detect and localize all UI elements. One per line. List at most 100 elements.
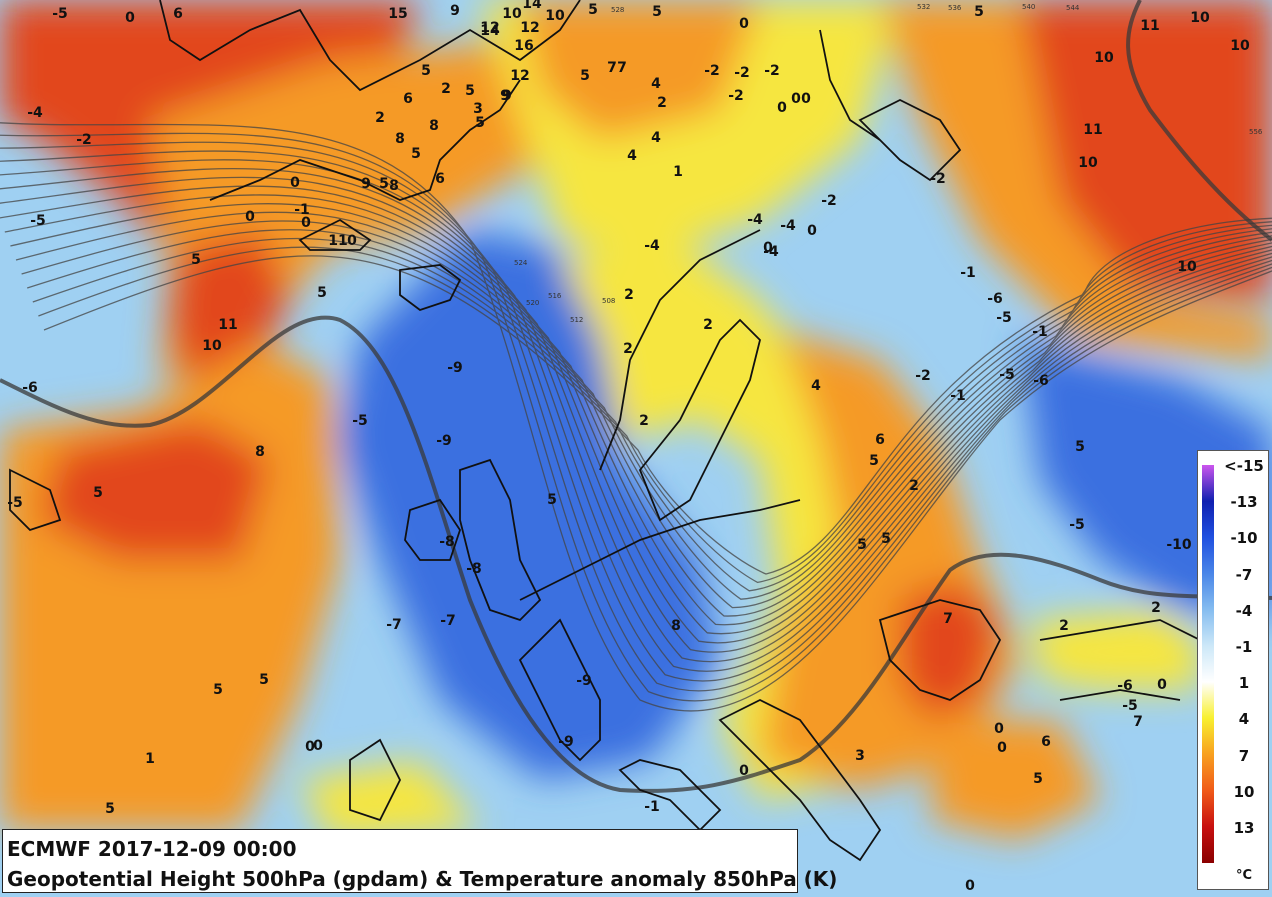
caption-subtitle: Geopotential Height 500hPa (gpdam) & Tem… [7, 867, 838, 891]
map-value-label: -1 [950, 388, 966, 404]
map-value-label: 6 [875, 432, 885, 448]
map-value-label: 5 [881, 531, 891, 547]
height-value-label: 556 [1249, 128, 1263, 136]
map-value-label: -2 [915, 368, 931, 384]
coastline [718, 698, 882, 862]
height-value-label: 512 [570, 316, 583, 324]
coastline [298, 218, 372, 251]
map-value-label: 4 [627, 148, 637, 164]
coastline [819, 29, 881, 141]
map-value-label: 8 [429, 118, 439, 134]
coastline [209, 79, 521, 201]
map-value-label: -4 [763, 244, 779, 260]
anomaly-region [1030, 610, 1200, 690]
map-value-label: -5 [1069, 517, 1085, 533]
map-value-label: 5 [652, 4, 662, 20]
map-value-label: 5 [421, 63, 431, 79]
map-value-label: 0 [739, 16, 749, 32]
height-contour [15, 211, 1272, 617]
height-contour [10, 202, 1272, 626]
map-value-label: 5 [213, 682, 223, 698]
height-contour [4, 194, 1272, 635]
map-value-label: 5 [411, 146, 421, 162]
map-value-label: -4 [747, 212, 763, 228]
map-value-label: 0 [313, 738, 323, 754]
map-value-label: 6 [173, 6, 183, 22]
map-value-label: 10 [1230, 38, 1250, 54]
map-value-label: 2 [703, 317, 713, 333]
height-contour [21, 220, 1272, 609]
coastline [858, 98, 962, 182]
map-value-label: 0 [965, 878, 975, 894]
map-value-label: 12 [520, 20, 539, 36]
coastline [878, 599, 1002, 701]
legend-tick-label: -10 [1230, 529, 1258, 548]
map-value-label: 5 [93, 485, 103, 501]
map-value-label: 2 [375, 110, 385, 126]
map-value-label: 10 [502, 6, 522, 22]
map-value-label: 0 [301, 215, 311, 231]
map-value-label: 0 [290, 175, 300, 191]
map-value-label: 0 [791, 91, 801, 107]
map-value-label: -2 [704, 63, 720, 79]
legend-tick-label: <-15 [1224, 457, 1264, 475]
height-contour [27, 228, 1272, 600]
map-value-label: 10 [1078, 155, 1098, 171]
anomaly-region [80, 660, 220, 820]
map-value-label: 14 [480, 23, 500, 39]
coastline [9, 468, 62, 532]
map-value-label: 0 [347, 233, 357, 249]
map-value-label: 10 [1094, 50, 1114, 66]
map-value-label: 1 [673, 164, 683, 180]
height-value-label: 544 [1066, 4, 1080, 12]
map-value-label: 6 [403, 91, 413, 107]
map-value-label: 5 [259, 672, 269, 688]
map-value-label: 2 [639, 413, 649, 429]
map-value-label: -7 [386, 617, 402, 633]
map-value-label: -5 [7, 495, 23, 511]
anomaly-region [900, 580, 1000, 720]
map-value-label: 2 [657, 95, 667, 111]
map-value-label: 11 [1140, 18, 1159, 34]
map-value-label: 9 [500, 88, 510, 104]
anomaly-region [930, 720, 1100, 840]
map-value-label: -6 [1117, 678, 1133, 694]
map-value-label: 3 [855, 748, 865, 764]
map-value-label: 14 [522, 0, 542, 12]
map-value-label: 0 [1157, 677, 1167, 693]
map-value-label: 7 [1133, 714, 1143, 730]
map-value-label: 7 [607, 60, 617, 76]
map-value-label: 5 [1033, 771, 1043, 787]
map-value-label: -4 [780, 218, 796, 234]
map-value-label: 5 [105, 801, 115, 817]
anomaly-region [880, 0, 1272, 360]
map-value-label: -8 [439, 534, 455, 550]
map-value-label: 5 [475, 115, 485, 131]
map-value-label: -6 [1033, 373, 1049, 389]
height-value-label: 524 [514, 259, 528, 267]
map-value-label: 11 [1083, 122, 1102, 138]
map-caption: ECMWF 2017-12-09 00:00 Geopotential Heig… [2, 829, 838, 893]
map-value-label: 0 [777, 100, 787, 116]
map-value-label: 11 [218, 317, 237, 333]
map-value-label: 10 [1190, 10, 1210, 26]
map-value-label: -4 [644, 238, 660, 254]
map-value-label: -9 [447, 360, 463, 376]
map-value-label: -2 [76, 132, 92, 148]
coastline [518, 618, 601, 762]
map-value-label: -4 [27, 105, 43, 121]
legend-tick-label: 10 [1233, 782, 1255, 801]
map-value-label: -8 [466, 561, 482, 577]
map-value-label: 5 [379, 176, 389, 192]
map-value-label: 4 [651, 130, 661, 146]
map-value-label: -5 [996, 310, 1012, 326]
legend-tick-label: 1 [1238, 674, 1250, 693]
legend-unit: °C [1235, 868, 1253, 883]
height-contour [0, 132, 1272, 702]
map-value-label: 9 [502, 88, 512, 104]
map-value-label: -5 [52, 6, 68, 22]
map-value-label: 5 [465, 83, 475, 99]
map-value-label: 2 [1151, 600, 1161, 616]
map-value-label: 5 [974, 4, 984, 20]
